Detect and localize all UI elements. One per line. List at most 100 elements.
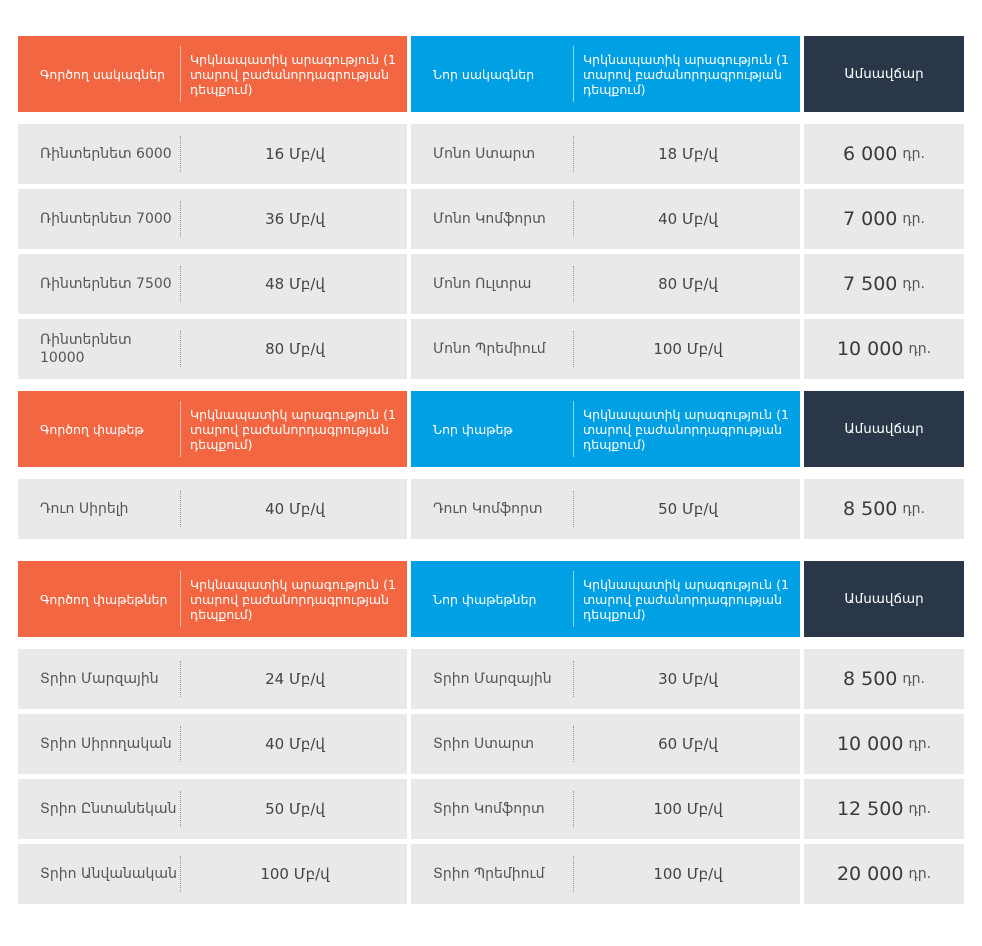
new-plan-name: Մոնո Ուլտրա [433,276,532,292]
new-plan-cell: Մոնո Պրեմիում 100 Մբ/վ [411,319,800,379]
header-divider [180,46,181,102]
price-amount: 8 500 [842,668,898,690]
dotted-divider [180,491,181,527]
table-row: Դուո Սիրելի 40 Մբ/վ Դուո Կոմֆորտ 50 Մբ/վ… [18,479,964,539]
price-amount: 10 000 [836,733,904,755]
price-cell: 7 000 դր. [804,189,964,249]
existing-plan-speed: 50 Մբ/վ [265,800,325,818]
dotted-divider [180,201,181,237]
new-plan-speed: 18 Մբ/վ [658,145,718,163]
new-plan-cell: Մոնո Կոմֆորտ 40 Մբ/վ [411,189,800,249]
price-cell: 8 500 դր. [804,479,964,539]
dotted-divider [573,136,574,172]
existing-plan-speed: 48 Մբ/վ [265,275,325,293]
price-amount: 8 500 [842,498,898,520]
new-plan-name: Մոնո Պրեմիում [433,341,546,357]
existing-plan-cell: Դուո Սիրելի 40 Մբ/վ [18,479,407,539]
price-header-cell: Ամսավճար [804,561,964,637]
existing-plan-cell: Տրիո Անվանական 100 Մբ/վ [18,844,407,904]
table-row: Տրիո Անվանական 100 Մբ/վ Տրիո Պրեմիում 10… [18,844,964,904]
table-row: Տրիո Ընտանեկան 50 Մբ/վ Տրիո Կոմֆորտ 100 … [18,779,964,839]
currency-unit: դր. [902,276,925,292]
header-divider [573,401,574,457]
price-amount: 6 000 [842,143,898,165]
header-divider [180,571,181,627]
currency-unit: դր. [908,341,932,357]
monthly-price: 10 000 դր. [804,714,964,774]
new-plan-speed: 60 Մբ/վ [658,735,718,753]
existing-plan-speed: 16 Մբ/վ [265,145,325,163]
dotted-divider [573,856,574,892]
existing-plan-cell: Տրիո Սիրողական 40 Մբ/վ [18,714,407,774]
price-cell: 8 500 դր. [804,649,964,709]
dotted-divider [180,791,181,827]
new-plan-name: Տրիո Մարզային [433,671,552,687]
new-plan-name: Տրիո Պրեմիում [433,866,545,882]
existing-column-label: Գործող փաթեթներ [40,591,168,607]
price-amount: 7 000 [842,208,898,230]
existing-plan-name: Տրիո Ընտանեկան [40,801,177,817]
monthly-price: 6 000 դր. [804,124,964,184]
existing-header-cell: Գործող փաթեթ Կրկնապատիկ արագություն (1 տ… [18,391,407,467]
existing-plan-cell: Ռինտերնետ 6000 16 Մբ/վ [18,124,407,184]
existing-plan-cell: Ռինտերնետ 10000 80 Մբ/վ [18,319,407,379]
new-column-label: Նոր սակագներ [433,66,535,82]
price-cell: 12 500 դր. [804,779,964,839]
currency-unit: դր. [908,736,932,752]
currency-unit: դր. [902,211,925,227]
existing-header-cell: Գործող սակագներ Կրկնապատիկ արագություն (… [18,36,407,112]
price-amount: 7 500 [842,273,898,295]
existing-plan-name: Տրիո Սիրողական [40,736,172,752]
monthly-price: 20 000 դր. [804,844,964,904]
price-column-label: Ամսավճար [844,591,924,607]
table-row: Ռինտերնետ 7000 36 Մբ/վ Մոնո Կոմֆորտ 40 Մ… [18,189,964,249]
existing-plan-name: Տրիո Մարզային [40,671,159,687]
dotted-divider [573,201,574,237]
table-row: Ռինտերնետ 7500 48 Մբ/վ Մոնո Ուլտրա 80 Մբ… [18,254,964,314]
existing-plan-cell: Ռինտերնետ 7500 48 Մբ/վ [18,254,407,314]
new-header-cell: Նոր սակագներ Կրկնապատիկ արագություն (1 տ… [411,36,800,112]
currency-unit: դր. [908,866,932,882]
currency-unit: դր. [902,501,925,517]
new-plan-name: Մոնո Ստարտ [433,146,536,162]
monthly-price: 12 500 դր. [804,779,964,839]
dotted-divider [573,661,574,697]
table-row: Տրիո Սիրողական 40 Մբ/վ Տրիո Ստարտ 60 Մբ/… [18,714,964,774]
header-divider [573,571,574,627]
dotted-divider [573,331,574,367]
new-plan-cell: Դուո Կոմֆորտ 50 Մբ/վ [411,479,800,539]
tariffs-header: Գործող սակագներ Կրկնապատիկ արագություն (… [18,36,964,112]
dotted-divider [180,136,181,172]
existing-speed-description: Կրկնապատիկ արագություն (1 տարով բաժանորդ… [190,51,396,97]
price-cell: 10 000 դր. [804,319,964,379]
new-plan-name: Մոնո Կոմֆորտ [433,211,546,227]
price-cell: 10 000 դր. [804,714,964,774]
new-speed-description: Կրկնապատիկ արագություն (1 տարով բաժանորդ… [583,406,789,452]
existing-plan-speed: 40 Մբ/վ [265,500,325,518]
new-plan-speed: 80 Մբ/վ [658,275,718,293]
existing-column-label: Գործող սակագներ [40,66,166,82]
existing-plan-name: Ռինտերնետ 10000 [40,332,132,366]
price-header-cell: Ամսավճար [804,391,964,467]
header-divider [573,46,574,102]
existing-speed-description: Կրկնապատիկ արագություն (1 տարով բաժանորդ… [190,406,396,452]
price-column-label: Ամսավճար [844,421,924,437]
monthly-price: 7 000 դր. [804,189,964,249]
dotted-divider [573,726,574,762]
price-amount: 20 000 [836,863,904,885]
table-row: Ռինտերնետ 6000 16 Մբ/վ Մոնո Ստարտ 18 Մբ/… [18,124,964,184]
existing-plan-cell: Տրիո Ընտանեկան 50 Մբ/վ [18,779,407,839]
price-cell: 20 000 դր. [804,844,964,904]
dotted-divider [180,331,181,367]
new-plan-speed: 30 Մբ/վ [658,670,718,688]
new-column-label: Նոր փաթեթներ [433,591,537,607]
existing-plan-speed: 40 Մբ/վ [265,735,325,753]
new-plan-cell: Տրիո Պրեմիում 100 Մբ/վ [411,844,800,904]
new-header-cell: Նոր փաթեթ Կրկնապատիկ արագություն (1 տարո… [411,391,800,467]
new-plan-speed: 100 Մբ/վ [653,800,723,818]
existing-plan-speed: 80 Մբ/վ [265,340,325,358]
header-divider [180,401,181,457]
dotted-divider [573,491,574,527]
packages-header: Գործող փաթեթներ Կրկնապատիկ արագություն (… [18,561,964,637]
dotted-divider [180,266,181,302]
